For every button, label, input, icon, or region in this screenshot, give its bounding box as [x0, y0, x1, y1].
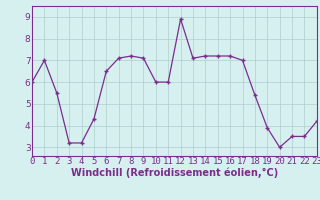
X-axis label: Windchill (Refroidissement éolien,°C): Windchill (Refroidissement éolien,°C)	[71, 168, 278, 178]
